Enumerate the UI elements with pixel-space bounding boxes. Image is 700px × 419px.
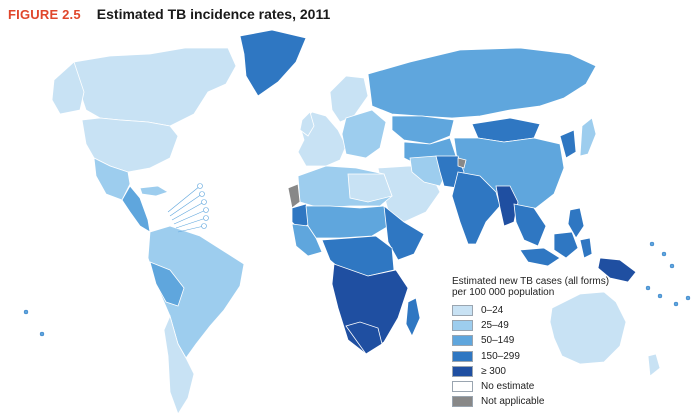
legend-label: 0–24 — [481, 305, 504, 317]
region-central-africa — [321, 235, 395, 277]
region-south-africa — [345, 321, 383, 355]
world-map — [23, 29, 691, 415]
region-western-sahara — [287, 183, 301, 209]
region-scandinavia — [329, 75, 369, 123]
legend-swatch — [452, 381, 473, 393]
legend-label: No estimate — [481, 381, 535, 393]
legend-label: Not applicable — [481, 396, 545, 408]
figure-label: FIGURE 2.5 — [8, 7, 81, 22]
region-madagascar — [405, 297, 421, 337]
region-sahel — [305, 205, 393, 239]
legend-swatch — [452, 320, 473, 332]
caribbean-callouts — [167, 183, 209, 233]
region-bangladesh-myanmar — [495, 185, 519, 227]
legend-swatch — [452, 350, 473, 362]
legend-item-0-24: 0–24 — [452, 303, 692, 318]
legend-label: 50–149 — [481, 335, 515, 347]
region-caribbean — [139, 185, 169, 197]
pacific-islands — [23, 241, 691, 337]
legend-swatch — [452, 396, 473, 408]
region-philippines — [567, 207, 585, 239]
region-australia — [549, 291, 627, 365]
region-horn-of-africa — [383, 205, 425, 261]
legend-item-25-49: 25–49 — [452, 318, 692, 333]
region-south-america-north — [147, 225, 245, 359]
legend-item-not-applicable: Not applicable — [452, 394, 692, 409]
region-canada — [73, 47, 237, 127]
region-west-africa — [291, 223, 323, 257]
legend-item-300-plus: ≥ 300 — [452, 364, 692, 379]
region-indochina — [513, 203, 547, 247]
legend-label: ≥ 300 — [481, 365, 506, 377]
region-indonesia-west — [519, 247, 561, 267]
region-borneo — [553, 231, 579, 259]
region-india — [451, 171, 501, 245]
region-papua — [597, 257, 637, 283]
region-korea — [559, 129, 577, 159]
region-central-america — [121, 185, 151, 233]
region-south-america-south — [163, 314, 195, 415]
legend-label: 150–299 — [481, 350, 520, 362]
region-not-applicable-kashmir — [457, 157, 467, 169]
region-europe-east — [341, 109, 387, 159]
legend-swatch — [452, 305, 473, 317]
region-bolivia-peru — [149, 261, 185, 307]
legend-title: Estimated new TB cases (all forms) per 1… — [452, 276, 610, 298]
legend-label: 25–49 — [481, 320, 509, 332]
region-japan — [579, 117, 597, 157]
legend-swatch — [452, 365, 473, 377]
legend-item-150-299: 150–299 — [452, 349, 692, 364]
region-sulawesi — [579, 237, 593, 259]
figure-title: Estimated TB incidence rates, 2011 — [96, 6, 331, 22]
figure-header: FIGURE 2.5 Estimated TB incidence rates,… — [8, 6, 330, 26]
region-mexico — [93, 157, 131, 201]
region-greenland — [239, 29, 307, 97]
legend-swatch — [452, 335, 473, 347]
legend-item-no-estimate: No estimate — [452, 379, 692, 394]
region-new-zealand — [647, 353, 661, 377]
region-kazakhstan — [391, 115, 455, 145]
region-egypt-libya — [347, 173, 393, 203]
map-legend: Estimated new TB cases (all forms) per 1… — [452, 276, 692, 409]
legend-item-50-149: 50–149 — [452, 333, 692, 348]
region-russia — [367, 47, 597, 119]
region-alaska — [51, 61, 85, 115]
region-uk — [299, 111, 315, 137]
